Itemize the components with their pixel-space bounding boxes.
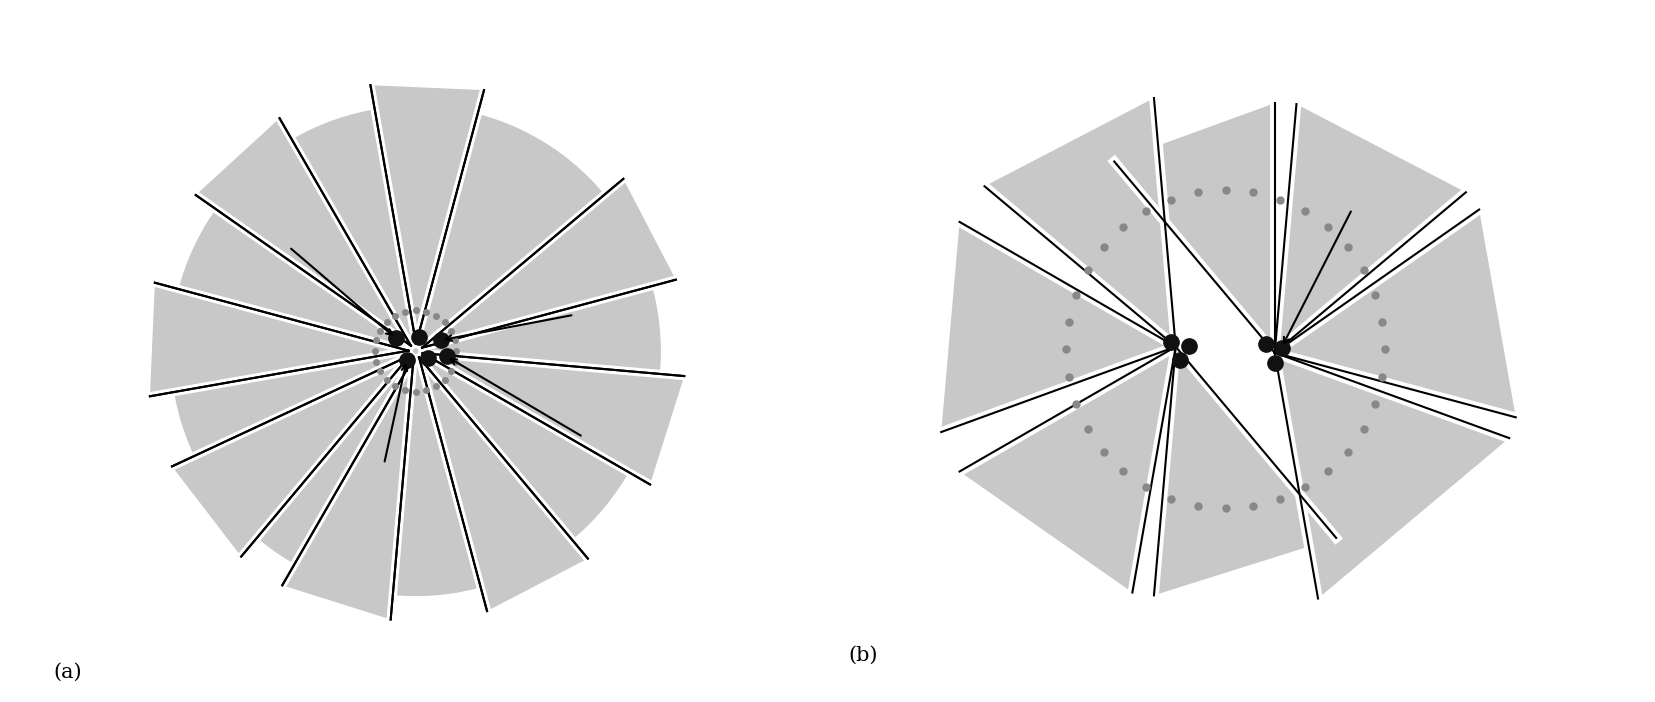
Polygon shape	[419, 357, 588, 611]
Polygon shape	[1274, 104, 1465, 352]
Polygon shape	[1114, 103, 1274, 352]
Polygon shape	[195, 118, 410, 345]
Circle shape	[170, 107, 660, 595]
Polygon shape	[1154, 347, 1336, 595]
Polygon shape	[371, 85, 483, 344]
Polygon shape	[281, 358, 414, 619]
Polygon shape	[985, 98, 1175, 347]
Polygon shape	[958, 347, 1175, 592]
Polygon shape	[422, 179, 675, 347]
Polygon shape	[151, 283, 409, 396]
Polygon shape	[422, 353, 684, 484]
Text: (b): (b)	[847, 646, 877, 665]
Polygon shape	[940, 222, 1175, 432]
Polygon shape	[1274, 352, 1508, 599]
Polygon shape	[172, 355, 410, 557]
Text: (a): (a)	[53, 663, 83, 682]
Polygon shape	[1274, 210, 1514, 417]
